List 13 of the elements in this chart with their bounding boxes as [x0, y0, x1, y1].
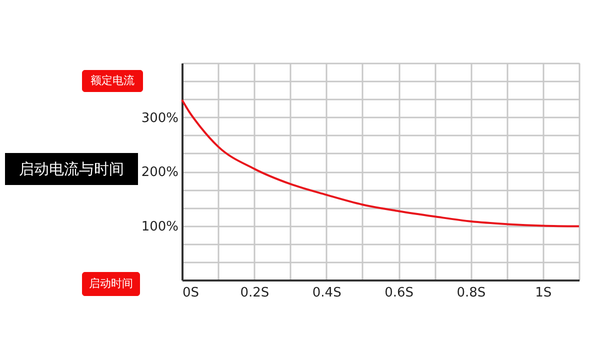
y-tick-label: 100%	[141, 219, 178, 234]
y-tick-label: 300%	[141, 110, 178, 126]
x-tick-label: 0.6S	[384, 286, 414, 300]
y-axis-title: 额定电流	[90, 74, 134, 87]
x-tick-label: 1S	[535, 286, 552, 300]
x-tick-label: 0S	[182, 286, 200, 300]
text: 启动电流与时间	[19, 160, 124, 178]
x-axis-title: 启动时间	[89, 277, 133, 290]
x-tick-label: 0.4S	[312, 286, 342, 300]
x-tick-label: 0.2S	[240, 286, 270, 300]
y-tick-label: 200%	[141, 165, 178, 180]
line-series	[181, 98, 580, 228]
x-tick-label: 0.8S	[456, 286, 486, 300]
